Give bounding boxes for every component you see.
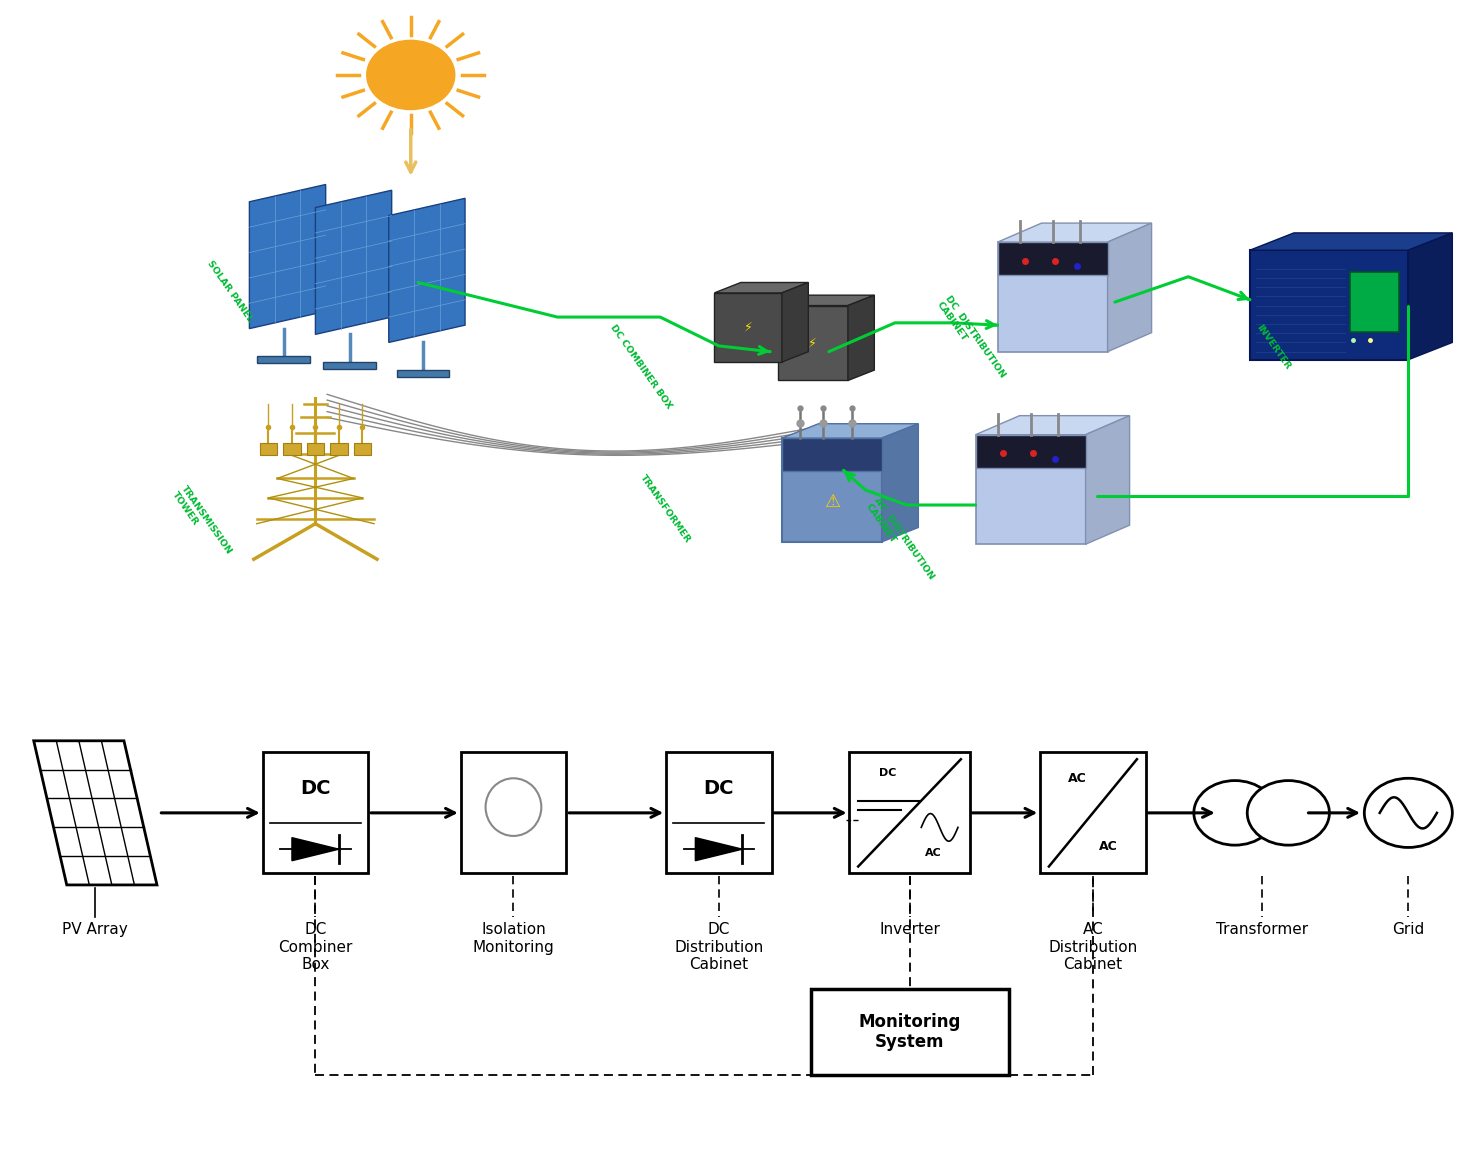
Polygon shape bbox=[848, 295, 874, 380]
Polygon shape bbox=[389, 198, 465, 342]
Text: AC: AC bbox=[1068, 773, 1087, 785]
Bar bbox=[1350, 272, 1400, 332]
Bar bbox=[257, 356, 310, 363]
Bar bbox=[1040, 752, 1146, 874]
Text: DC
Distribution
Cabinet: DC Distribution Cabinet bbox=[675, 922, 763, 972]
Text: DC COMBINER BOX: DC COMBINER BOX bbox=[609, 323, 673, 410]
Bar bbox=[354, 444, 371, 455]
Polygon shape bbox=[714, 282, 808, 293]
Polygon shape bbox=[1408, 233, 1452, 360]
Polygon shape bbox=[292, 837, 339, 860]
Polygon shape bbox=[976, 435, 1086, 468]
Polygon shape bbox=[778, 295, 874, 306]
Circle shape bbox=[1194, 781, 1276, 845]
Polygon shape bbox=[882, 424, 918, 542]
Text: Inverter: Inverter bbox=[879, 922, 940, 937]
Text: Monitoring
System: Monitoring System bbox=[858, 1012, 961, 1052]
Polygon shape bbox=[976, 416, 1130, 435]
Text: DC: DC bbox=[704, 779, 734, 798]
Text: INVERTER: INVERTER bbox=[1254, 323, 1292, 371]
Bar bbox=[396, 370, 449, 377]
Polygon shape bbox=[976, 435, 1086, 544]
Bar bbox=[849, 752, 970, 874]
Text: ⚠: ⚠ bbox=[824, 493, 839, 512]
Polygon shape bbox=[714, 293, 782, 362]
Text: DC: DC bbox=[879, 768, 896, 778]
Polygon shape bbox=[1108, 224, 1152, 352]
Circle shape bbox=[1247, 781, 1329, 845]
Polygon shape bbox=[998, 242, 1108, 276]
Text: TRANSFORMER: TRANSFORMER bbox=[638, 473, 692, 544]
Circle shape bbox=[367, 40, 455, 110]
Bar bbox=[263, 752, 368, 874]
Polygon shape bbox=[782, 424, 918, 438]
Bar bbox=[307, 444, 324, 455]
Bar bbox=[811, 988, 1009, 1075]
Text: DC: DC bbox=[301, 779, 330, 798]
Bar bbox=[666, 752, 772, 874]
Text: ⚡: ⚡ bbox=[808, 337, 817, 349]
Ellipse shape bbox=[486, 778, 541, 836]
Bar bbox=[283, 444, 301, 455]
Polygon shape bbox=[249, 184, 326, 329]
Polygon shape bbox=[1086, 416, 1130, 544]
Polygon shape bbox=[782, 282, 808, 362]
Polygon shape bbox=[315, 190, 392, 334]
Polygon shape bbox=[778, 306, 848, 380]
Text: Transformer: Transformer bbox=[1216, 922, 1307, 937]
Text: Grid: Grid bbox=[1392, 922, 1424, 937]
Bar bbox=[461, 752, 566, 874]
Text: ⚡: ⚡ bbox=[744, 321, 753, 334]
Text: Isolation
Monitoring: Isolation Monitoring bbox=[472, 922, 555, 955]
Text: DC  DISTRIBUTION
CABINET: DC DISTRIBUTION CABINET bbox=[934, 294, 1006, 385]
Bar bbox=[323, 362, 376, 369]
Polygon shape bbox=[782, 438, 882, 472]
Text: AC
Distribution
Cabinet: AC Distribution Cabinet bbox=[1049, 922, 1137, 972]
Polygon shape bbox=[998, 224, 1152, 242]
Polygon shape bbox=[695, 837, 742, 860]
Text: TRANSMISSION
TOWER: TRANSMISSION TOWER bbox=[170, 484, 233, 563]
Text: SOLAR PANEL: SOLAR PANEL bbox=[205, 259, 254, 324]
Polygon shape bbox=[998, 242, 1108, 352]
Text: AC: AC bbox=[926, 847, 942, 858]
Text: PV Array: PV Array bbox=[63, 922, 128, 937]
Text: AC: AC bbox=[1099, 841, 1118, 853]
Circle shape bbox=[1364, 778, 1452, 847]
Text: DC
Combiner
Box: DC Combiner Box bbox=[279, 922, 352, 972]
Polygon shape bbox=[1250, 233, 1452, 250]
Bar bbox=[330, 444, 348, 455]
Bar bbox=[260, 444, 277, 455]
Polygon shape bbox=[34, 741, 157, 886]
Text: AC  DISTRIBUTION
CABINET: AC DISTRIBUTION CABINET bbox=[864, 496, 936, 587]
Polygon shape bbox=[782, 438, 882, 542]
Polygon shape bbox=[1250, 250, 1408, 360]
